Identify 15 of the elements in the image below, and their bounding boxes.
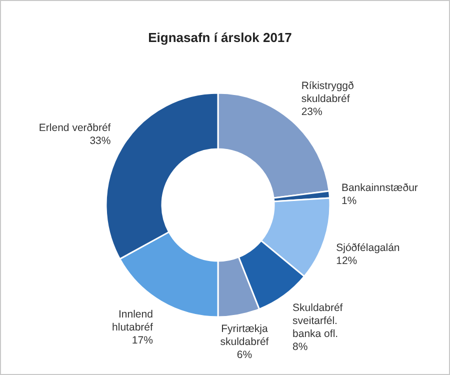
data-label: 8% xyxy=(292,341,308,354)
slice-label: Sjóðfélagalán xyxy=(336,242,400,254)
data-label: 33% xyxy=(90,134,111,147)
slice-label: Skuldabréf sveitarfél. banka ofl. xyxy=(292,302,343,340)
slice-label: Erlend verðbréf xyxy=(38,122,111,134)
data-label: 17% xyxy=(132,334,153,346)
slice-label: Ríkistryggð skuldabréf xyxy=(301,80,354,105)
data-label: 6% xyxy=(236,348,252,361)
data-label: 23% xyxy=(301,106,322,118)
chart-title: Eignasafn í árslok 2017 xyxy=(148,30,292,45)
data-label: 12% xyxy=(336,255,358,268)
slice-label: Innlend hlutabréf xyxy=(112,308,154,334)
data-label: 1% xyxy=(341,195,357,208)
slice-label: Bankainnstæður xyxy=(341,182,418,194)
slice-label: Fyrirtækja skuldabréf xyxy=(220,322,269,348)
